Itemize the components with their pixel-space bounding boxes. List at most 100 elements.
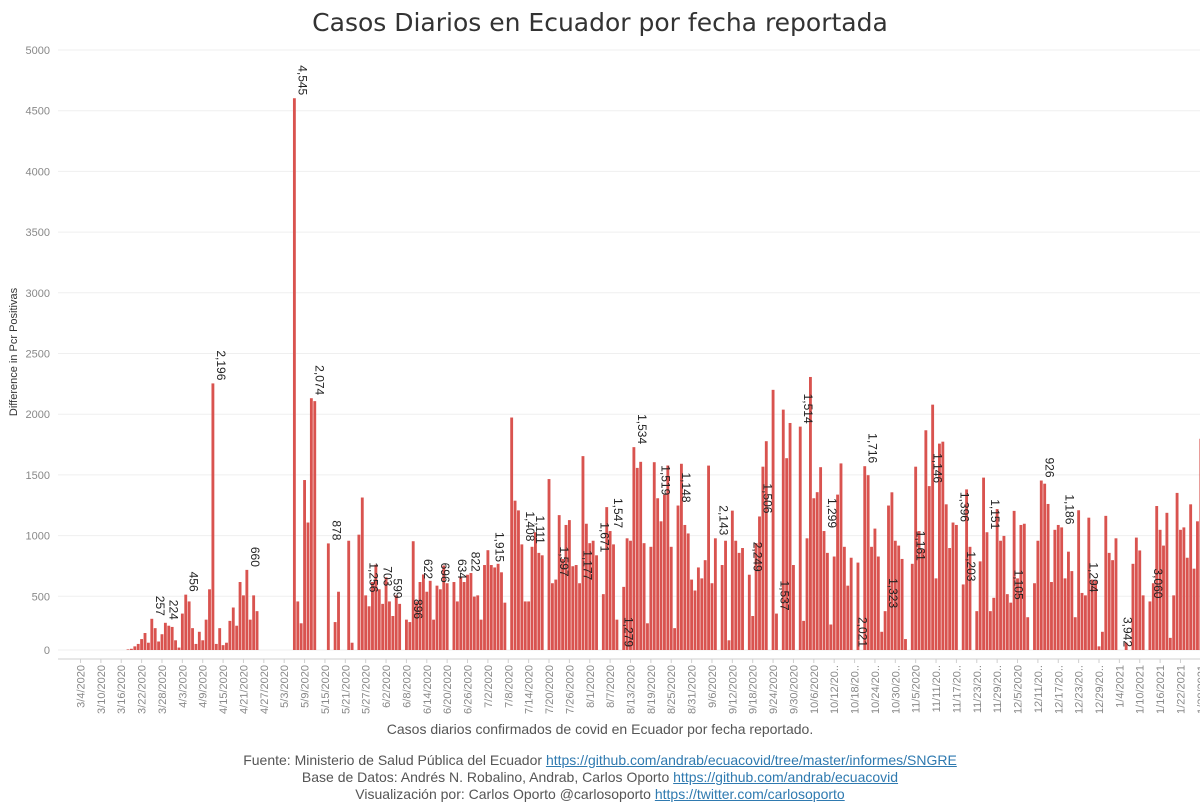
source-link[interactable]: https://github.com/andrab/ecuacovid/tree…	[545, 752, 957, 768]
data-bar	[415, 601, 419, 650]
data-bar	[897, 545, 901, 650]
data-label: 1,256	[367, 562, 381, 592]
x-tick-label: 6/26/2020	[463, 665, 475, 714]
data-bar	[520, 544, 524, 650]
data-bar	[211, 383, 215, 650]
data-bar	[1097, 646, 1101, 650]
y-tick-label: 3000	[26, 288, 50, 300]
data-label: 2,249	[750, 542, 764, 572]
data-bar	[398, 603, 402, 650]
data-bar	[703, 560, 707, 650]
data-bar	[1196, 521, 1199, 650]
data-bar	[187, 601, 191, 650]
data-label: 2,143	[716, 505, 730, 535]
data-bar	[900, 558, 904, 650]
data-label: 926	[1042, 457, 1056, 477]
data-label: 2,074	[312, 365, 326, 395]
data-bar	[1005, 594, 1009, 650]
data-label: 1,177	[581, 550, 595, 580]
data-bar	[1060, 527, 1064, 650]
data-bar	[924, 430, 928, 650]
y-tick-label: 500	[32, 591, 50, 603]
data-label: 703	[380, 566, 394, 586]
x-tick-label: 3/4/2020	[76, 665, 88, 708]
data-bar	[1155, 506, 1159, 650]
data-bar	[517, 510, 520, 650]
bar-chart: 0 500 1000 1500 2000 2500 3000 3500 4000 4500 5000…	[8, 45, 1200, 714]
data-bar	[442, 565, 446, 650]
credits: Fuente: Ministerio de Salud Pública del …	[0, 752, 1200, 803]
data-bar	[588, 543, 592, 650]
data-bar	[629, 540, 632, 650]
data-bar	[863, 466, 867, 650]
data-bar	[554, 579, 558, 650]
data-bar	[160, 634, 164, 650]
data-bar	[1019, 524, 1023, 650]
data-bar	[683, 524, 687, 650]
data-bar	[238, 582, 242, 650]
data-bar	[126, 649, 130, 650]
data-bar	[849, 557, 853, 650]
data-bar	[673, 628, 677, 650]
twitter-link[interactable]: https://twitter.com/carlosoporto	[654, 786, 845, 802]
x-tick-label: 12/17/20..	[1053, 665, 1065, 714]
data-bar	[462, 582, 466, 650]
x-tick-label: 11/17/20..	[951, 665, 963, 713]
data-label: 3,060	[1151, 568, 1165, 598]
data-bar	[764, 441, 768, 650]
data-bar	[445, 583, 449, 650]
x-tick-label: 11/29/20..	[992, 665, 1004, 713]
data-bar	[129, 648, 133, 650]
data-bar	[1162, 545, 1165, 650]
data-bar	[948, 548, 952, 650]
data-bar	[1036, 540, 1040, 650]
x-tick-label: 8/13/2020	[625, 665, 637, 714]
data-bar	[483, 565, 486, 650]
data-bar	[201, 640, 205, 650]
data-bar	[1083, 595, 1087, 650]
data-bar	[846, 585, 850, 650]
x-tick-label: 3/22/2020	[137, 665, 149, 714]
data-bar	[1067, 551, 1070, 650]
data-bar	[880, 631, 884, 650]
data-bar	[391, 616, 395, 650]
data-bar	[961, 584, 965, 650]
data-bar	[1151, 583, 1155, 650]
database-link[interactable]: https://github.com/andrab/ecuacovid	[673, 769, 899, 785]
data-bar	[1168, 637, 1172, 650]
data-bar	[547, 479, 551, 650]
data-bar	[523, 601, 527, 650]
data-bar	[313, 401, 317, 650]
data-bar	[1124, 642, 1128, 650]
data-bar	[357, 534, 361, 650]
x-tick-label: 8/1/2020	[585, 665, 597, 708]
data-bar	[1063, 578, 1067, 650]
data-bar	[999, 540, 1002, 650]
data-bar	[197, 631, 201, 650]
data-bar	[377, 589, 381, 650]
data-bar	[452, 582, 456, 650]
data-bar	[615, 619, 619, 650]
data-bar	[856, 562, 860, 650]
data-bar	[965, 489, 969, 650]
x-tick-label: 10/6/2020	[809, 665, 821, 714]
y-tick-label: 2000	[26, 409, 50, 421]
data-label: 1,547	[611, 498, 625, 528]
x-tick-label: 1/10/2021	[1135, 665, 1147, 714]
data-bar	[601, 594, 605, 650]
data-bar	[1009, 602, 1013, 650]
data-label: 1,203	[964, 551, 978, 581]
data-bar	[951, 522, 955, 650]
data-bar	[707, 465, 711, 650]
data-bar	[666, 465, 670, 650]
data-bar	[581, 456, 585, 650]
data-bar	[564, 524, 568, 650]
x-tick-label: 1/22/2021	[1175, 665, 1187, 714]
data-bar	[1189, 504, 1193, 650]
data-bar	[934, 578, 938, 650]
data-bar	[635, 467, 639, 650]
data-bar	[1090, 579, 1094, 650]
data-bar	[1107, 552, 1111, 650]
data-bar	[1080, 592, 1084, 650]
data-bar	[798, 426, 802, 650]
